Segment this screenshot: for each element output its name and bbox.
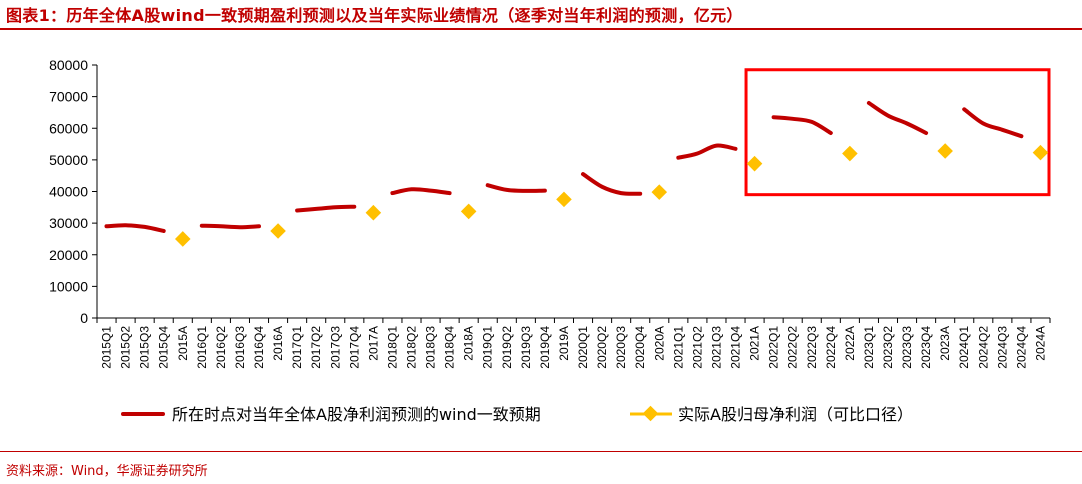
actual-point [460,203,477,220]
x-tick-label: 2015A [176,326,190,361]
forecast-line-segment [866,101,929,135]
x-tick-label: 2018Q2 [404,326,418,369]
x-tick-label: 2016Q1 [195,326,209,369]
x-tick-label: 2019A [557,326,571,361]
x-tick-label: 2021Q3 [709,326,723,369]
forecast-line-segment [199,223,261,230]
x-tick-label: 2019Q1 [481,326,495,369]
highlight-rect [744,68,1051,197]
x-tick-label: 2024Q3 [995,326,1009,369]
x-axis: 2015Q1 2015Q2 2015Q3 2015Q4 2015A 2016Q1 2016Q… [96,317,1051,369]
forecast-line-segment [962,107,1024,139]
x-tick-label: 2024Q2 [976,326,990,369]
x-tick-label: 2021Q1 [671,326,685,369]
x-tick-label: 2016Q4 [252,326,266,369]
highlight-box [744,68,1051,197]
x-tick-label: 2017Q1 [290,326,304,369]
x-tick-label: 2016Q2 [214,326,228,369]
x-tick-label: 2024Q1 [957,326,971,369]
actual-point [174,231,191,247]
x-tick-label: 2020Q4 [633,326,647,369]
x-tick-label: 2020Q1 [576,326,590,369]
forecast-line-segment [485,183,547,193]
actual-point [937,143,953,159]
source-note: 资料来源：Wind，华源证券研究所 [6,464,208,479]
x-tick-label: 2019Q2 [500,326,514,369]
x-tick-label: 2021Q2 [690,326,704,369]
y-tick-label: 40000 [49,184,88,200]
x-tick-label: 2020Q2 [595,326,609,369]
x-tick-label: 2016Q3 [233,326,247,369]
actual-point [556,191,572,208]
actual-point [1032,144,1049,161]
legend-actual-label: 实际A股归母净利润（可比口径） [678,405,913,424]
x-tick-label: 2021A [748,326,762,361]
x-tick-label: 2022A [843,326,857,361]
x-tick-label: 2018A [462,326,476,361]
x-tick-label: 2017Q2 [309,326,323,369]
y-tick-label: 60000 [49,120,88,136]
x-tick-label: 2023A [938,326,952,361]
actual-point [651,184,668,200]
x-tick-label: 2019Q4 [538,326,552,369]
x-tick-label: 2018Q4 [443,326,457,369]
actual-point [746,155,763,172]
forecast-line-segment [581,172,643,196]
y-tick-label: 50000 [49,152,88,168]
x-tick-label: 2021Q4 [729,326,743,369]
forecast-line-segment [676,143,738,160]
x-tick-label: 2015Q1 [100,326,114,369]
x-tick-label: 2024A [1033,326,1047,361]
x-tick-label: 2016A [271,326,285,361]
x-tick-label: 2022Q4 [824,326,838,369]
y-tick-label: 80000 [49,57,88,73]
title-divider [0,28,1082,30]
chart-title: 图表1：历年全体A股wind一致预期盈利预测以及当年实际业绩情况（逐季对当年利润… [6,6,743,25]
source-divider [0,451,1082,452]
legend-forecast-label: 所在时点对当年全体A股净利润预测的wind一致预期 [172,405,541,424]
x-tick-label: 2019Q3 [519,326,533,369]
forecast-line-segment [295,204,357,213]
x-tick-label: 2020A [652,326,666,361]
y-tick-label: 70000 [49,89,88,105]
x-tick-label: 2017Q4 [347,326,361,369]
x-tick-label: 2017Q3 [328,326,342,369]
y-tick-label: 0 [80,310,88,326]
x-tick-label: 2017A [366,326,380,361]
y-tick-label: 10000 [49,278,88,294]
x-tick-label: 2023Q4 [919,326,933,369]
y-tick-label: 20000 [49,247,88,263]
actual-point [365,204,382,221]
forecast-series [104,101,1024,233]
actual-series [174,143,1049,247]
x-tick-label: 2015Q3 [138,326,152,369]
chart: 0 10000 20000 30000 40000 50000 60000 70000 8000… [49,57,1051,424]
forecast-line-segment [104,223,166,233]
x-tick-label: 2023Q2 [881,326,895,369]
y-tick-label: 30000 [49,215,88,231]
x-tick-label: 2022Q2 [786,326,800,369]
x-tick-label: 2018Q1 [385,326,399,369]
legend-actual-swatch-marker [642,405,659,422]
actual-point [842,145,858,162]
x-tick-label: 2024Q4 [1014,326,1028,369]
x-tick-label: 2018Q3 [424,326,438,369]
x-tick-label: 2015Q4 [157,326,171,369]
actual-point [270,223,286,239]
x-tick-label: 2020Q3 [614,326,628,369]
forecast-line-segment [390,187,452,196]
x-tick-label: 2015Q2 [119,326,133,369]
x-tick-label: 2022Q3 [805,326,819,369]
x-tick-label: 2023Q3 [900,326,914,369]
y-axis: 0 10000 20000 30000 40000 50000 60000 70000 8000… [49,57,98,326]
x-tick-label: 2022Q1 [767,326,781,369]
forecast-line-segment [771,115,833,135]
x-tick-label: 2023Q1 [862,326,876,369]
legend: 所在时点对当年全体A股净利润预测的wind一致预期 实际A股归母净利润（可比口径… [121,405,913,424]
